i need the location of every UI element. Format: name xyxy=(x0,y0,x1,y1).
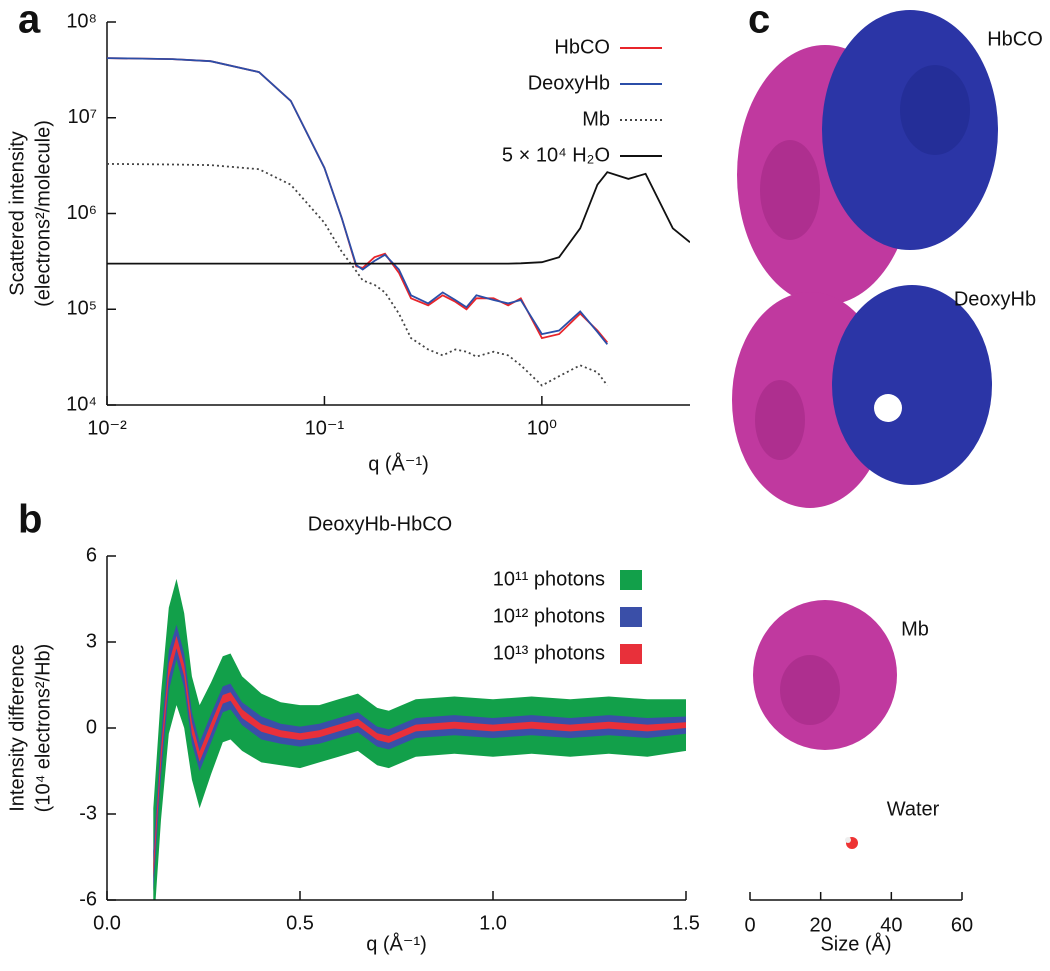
legend-label: 5 × 10⁴ H₂O xyxy=(502,144,610,166)
legend-swatch xyxy=(620,607,642,627)
legend-label: 10¹³ photons xyxy=(493,642,605,664)
y-tick-label: 6 xyxy=(86,544,97,566)
error-band xyxy=(153,578,686,900)
x-tick-label: 10⁻¹ xyxy=(305,417,345,439)
legend-label: HbCO xyxy=(554,36,610,58)
line xyxy=(107,163,609,387)
molecule-deoxyhb xyxy=(732,285,992,508)
molecule-label: DeoxyHb xyxy=(954,288,1036,310)
x-tick-label: 10⁰ xyxy=(527,417,557,439)
y-tick-label: -3 xyxy=(79,802,97,824)
molecule-mb xyxy=(753,600,897,750)
molecule-label: Mb xyxy=(901,618,929,640)
molecule-water xyxy=(845,837,858,849)
x-tick-label: 40 xyxy=(880,914,902,936)
x-axis-label: Size (Å) xyxy=(820,932,891,955)
x-tick-label: 1.5 xyxy=(672,912,700,934)
x-tick-label: 1.0 xyxy=(479,912,507,934)
x-tick-label: 0 xyxy=(744,914,755,936)
y-tick-label: -6 xyxy=(79,888,97,910)
y-axis-label: Scattered intensity xyxy=(6,131,28,296)
y-tick-label: 10⁸ xyxy=(66,10,97,32)
y-tick-label: 10⁵ xyxy=(66,298,97,320)
legend-label: 10¹¹ photons xyxy=(493,568,605,590)
panel-letter: b xyxy=(18,498,42,542)
line xyxy=(107,57,608,344)
x-tick-label: 20 xyxy=(810,914,832,936)
legend-swatch xyxy=(620,644,642,664)
x-axis-label: q (Å⁻¹) xyxy=(366,932,427,955)
y-tick-label: 10⁴ xyxy=(66,393,97,415)
molecule-label: HbCO xyxy=(987,28,1043,50)
x-tick-label: 60 xyxy=(951,914,973,936)
y-tick-label: 3 xyxy=(86,630,97,652)
legend-label: 10¹² photons xyxy=(493,605,605,627)
x-axis-label: q (Å⁻¹) xyxy=(368,452,429,475)
molecule-hbco xyxy=(737,10,998,305)
y-axis-label: (10⁴ electrons²/Hb) xyxy=(32,644,54,813)
plot-area xyxy=(153,578,687,900)
legend-label: Mb xyxy=(582,108,610,130)
y-axis-label: (electrons²/molecule) xyxy=(32,120,54,307)
line xyxy=(107,57,609,345)
y-tick-label: 0 xyxy=(86,716,97,738)
y-tick-label: 10⁷ xyxy=(68,106,97,128)
legend-swatch xyxy=(620,570,642,590)
chart-title: DeoxyHb-HbCO xyxy=(308,513,452,535)
y-tick-label: 10⁶ xyxy=(67,202,97,224)
panel-letter: c xyxy=(748,0,770,42)
x-tick-label: 10⁻² xyxy=(87,417,127,439)
x-tick-label: 0.5 xyxy=(286,912,314,934)
molecule-label: Water xyxy=(887,798,940,820)
y-axis-label: Intensity difference xyxy=(6,644,28,812)
legend-label: DeoxyHb xyxy=(528,72,610,94)
panel-letter: a xyxy=(18,0,41,42)
x-tick-label: 0.0 xyxy=(93,912,121,934)
line xyxy=(107,171,690,265)
plot-area xyxy=(107,57,690,387)
